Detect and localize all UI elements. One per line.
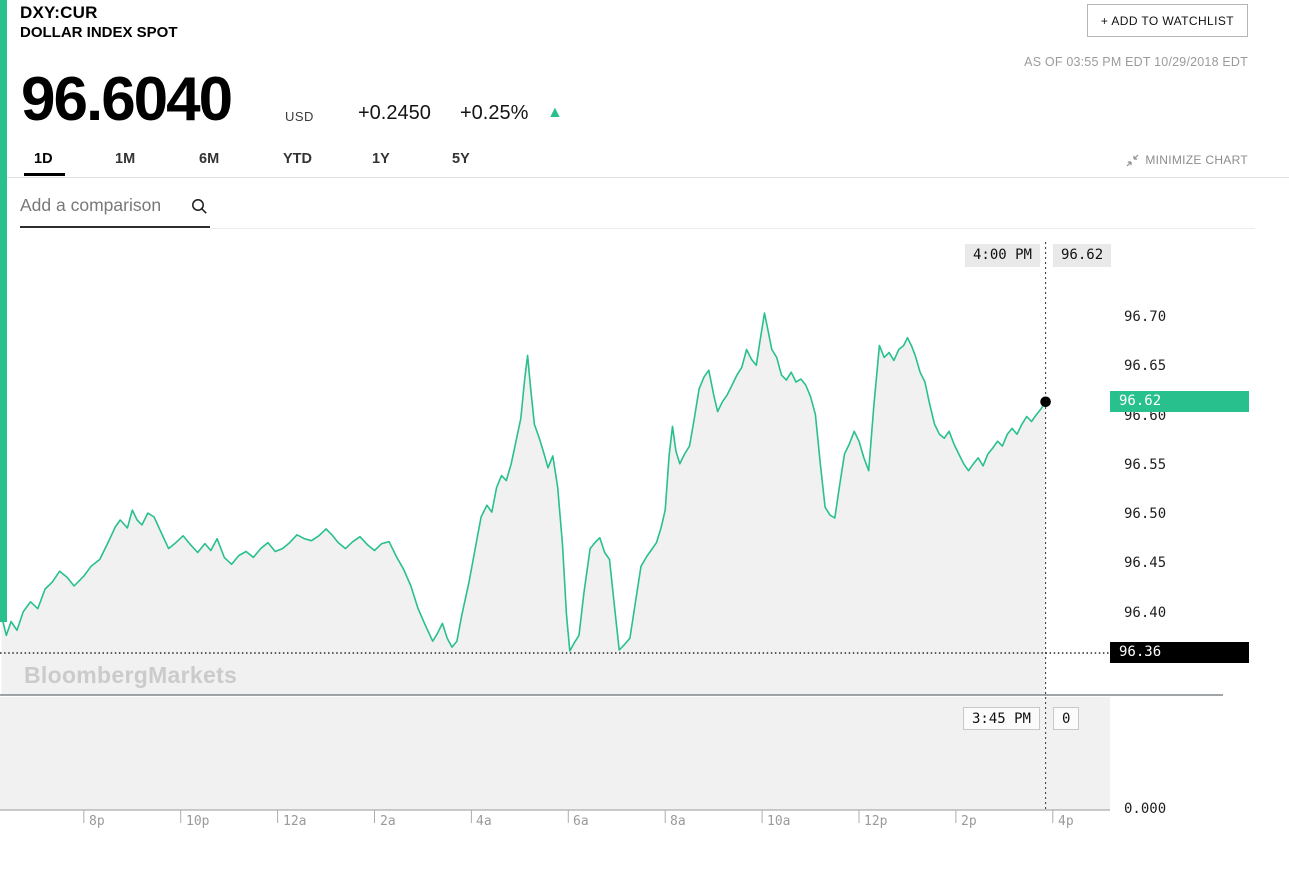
tab-1y[interactable]: 1Y bbox=[372, 151, 390, 167]
security-name: DOLLAR INDEX SPOT bbox=[20, 24, 178, 41]
last-price-dot bbox=[1040, 396, 1051, 408]
search-icon[interactable] bbox=[191, 198, 208, 220]
tab-6m[interactable]: 6M bbox=[199, 151, 220, 167]
active-tab-underline bbox=[24, 173, 65, 176]
volume-panel-background bbox=[0, 697, 1110, 810]
last-price: 96.6040 bbox=[21, 65, 233, 134]
minimize-chart-label: MINIMIZE CHART bbox=[1145, 153, 1248, 167]
price-chart[interactable]: BloombergMarkets 96.70 96.65 96.60 96.55 96.… bbox=[0, 232, 1289, 832]
price-change-percent: +0.25% bbox=[460, 102, 529, 124]
comparison-row-divider bbox=[210, 228, 1255, 229]
comparison-search-input[interactable] bbox=[20, 186, 178, 216]
tab-ytd[interactable]: YTD bbox=[283, 151, 312, 167]
tab-1m[interactable]: 1M bbox=[115, 151, 136, 167]
price-line bbox=[0, 312, 1047, 652]
as-of-timestamp: AS OF 03:55 PM EDT 10/29/2018 EDT bbox=[1024, 55, 1248, 69]
tabs-divider bbox=[0, 177, 1289, 178]
currency-label: USD bbox=[285, 109, 314, 124]
brand-accent-bar bbox=[0, 0, 7, 622]
price-change: +0.2450 bbox=[358, 102, 431, 124]
period-tabs: 1D 1M 6M YTD 1Y 5Y MINIMIZE CHART bbox=[0, 148, 1289, 177]
price-area-fill bbox=[1, 313, 1046, 695]
add-to-watchlist-button[interactable]: + ADD TO WATCHLIST bbox=[1086, 4, 1248, 37]
minimize-chart-icon bbox=[1126, 154, 1139, 166]
up-triangle-icon: ▲ bbox=[547, 104, 563, 121]
ticker-symbol: DXY:CUR bbox=[20, 3, 98, 22]
tab-5y[interactable]: 5Y bbox=[452, 151, 470, 167]
tab-1d[interactable]: 1D bbox=[34, 151, 53, 167]
minimize-chart-button[interactable]: MINIMIZE CHART bbox=[1126, 153, 1248, 167]
comparison-search bbox=[20, 186, 210, 228]
chart-canvas[interactable] bbox=[0, 232, 1289, 832]
